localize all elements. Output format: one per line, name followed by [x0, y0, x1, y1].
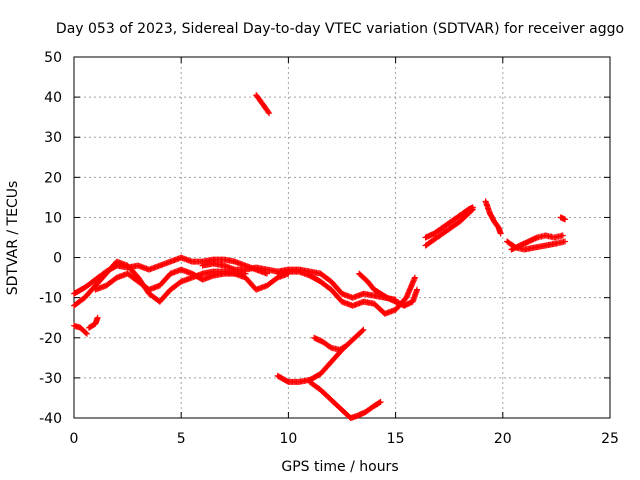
- data-track: [482, 198, 504, 237]
- x-tick-label: 5: [177, 431, 186, 447]
- x-tick-label: 20: [494, 431, 512, 447]
- plus-markers: [508, 232, 566, 253]
- plus-markers: [356, 270, 420, 309]
- data-track: [92, 266, 292, 293]
- x-tick-label: 10: [279, 431, 297, 447]
- data-track: [422, 206, 476, 249]
- x-axis-label: GPS time / hours: [281, 459, 398, 475]
- plus-markers: [311, 334, 350, 353]
- x-tick-label: 0: [70, 431, 79, 447]
- x-tick-label: 25: [601, 431, 619, 447]
- plus-markers: [71, 322, 90, 337]
- data-track: [306, 378, 384, 421]
- y-tick-label: -20: [39, 331, 62, 347]
- plus-markers: [274, 268, 418, 317]
- y-tick-label: 30: [44, 130, 62, 146]
- plus-markers: [86, 314, 101, 331]
- data-track: [356, 270, 420, 309]
- chart-title: Day 053 of 2023, Sidereal Day-to-day VTE…: [56, 21, 624, 37]
- plus-markers: [482, 198, 504, 237]
- y-tick-label: 0: [53, 251, 62, 267]
- y-tick-label: -10: [39, 291, 62, 307]
- data-track: [557, 214, 568, 223]
- grid: [74, 57, 610, 418]
- data-track: [274, 326, 367, 385]
- data-series: [71, 92, 568, 421]
- plus-markers: [274, 326, 367, 385]
- y-tick-label: 40: [44, 90, 62, 106]
- data-track: [311, 334, 350, 353]
- data-track: [253, 92, 273, 117]
- data-track: [86, 314, 101, 331]
- plus-markers: [306, 378, 384, 421]
- plot-frame: [73, 56, 611, 419]
- y-axis-label: SDTVAR / TECUs: [5, 181, 21, 296]
- plus-markers: [557, 214, 568, 223]
- data-track: [422, 204, 476, 241]
- data-track: [71, 322, 90, 337]
- data-track: [508, 232, 566, 253]
- y-tick-label: 10: [44, 210, 62, 226]
- x-tick-label: 15: [387, 431, 405, 447]
- data-track: [274, 268, 418, 317]
- plus-markers: [422, 206, 476, 249]
- y-tick-label: -30: [39, 371, 62, 387]
- axis-ticks: 0 5 10 15 20 25 -40 -30 -20 -10 0 10 20 30 40 50: [39, 50, 619, 447]
- y-tick-label: 50: [44, 50, 62, 66]
- plus-markers: [92, 266, 292, 293]
- plus-markers: [253, 92, 273, 117]
- y-tick-label: 20: [44, 170, 62, 186]
- plus-markers: [422, 204, 476, 241]
- y-tick-label: -40: [39, 411, 62, 427]
